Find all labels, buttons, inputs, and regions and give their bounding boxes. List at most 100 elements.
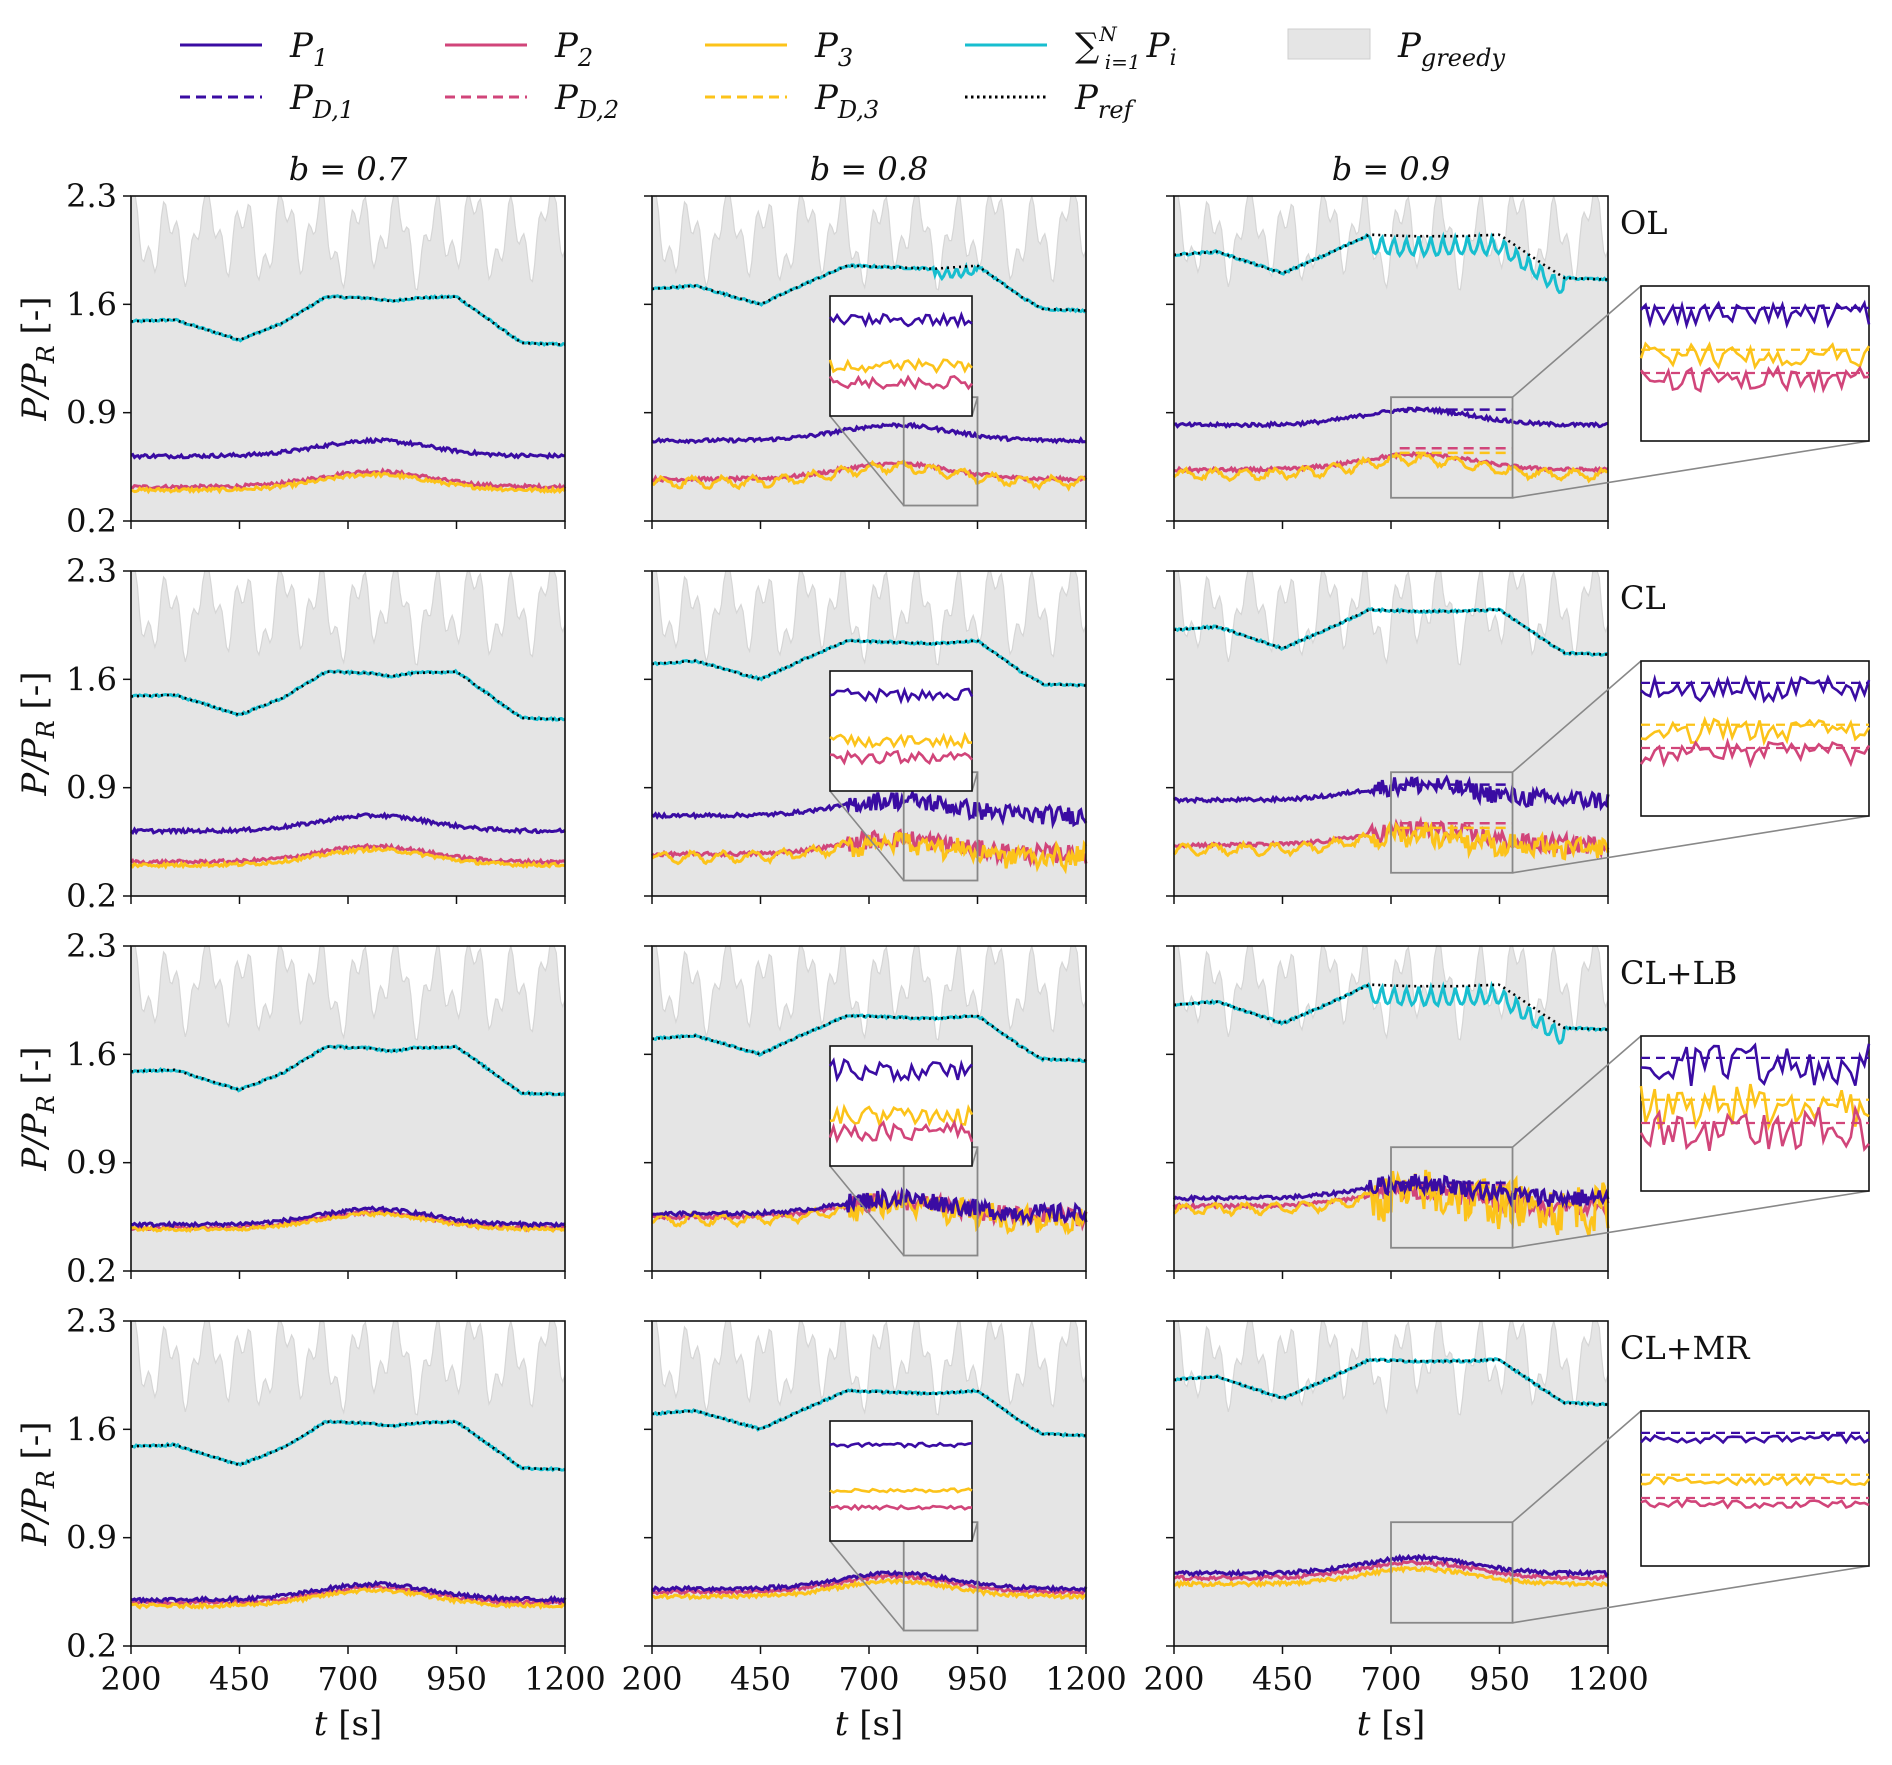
series-pref: [651, 639, 1086, 687]
y-axis-label: P/PR [-]: [15, 296, 60, 421]
y-tick-label: 0.9: [66, 769, 117, 807]
series-P1: [651, 421, 1087, 445]
inset-series: [829, 1487, 973, 1494]
zoom-connector: [971, 1146, 979, 1167]
inset-series: [828, 1118, 974, 1144]
legend-entry: PD,2: [445, 78, 619, 124]
inset-series: [829, 1441, 973, 1449]
legend-entry: P1: [180, 26, 328, 72]
panel-grid: 0.2 0.9 1.6 2.3 OL 0.2 0.9 1.6 2.3 CL 0.2 0.9 1.6 2.3…: [15, 150, 1871, 1744]
legend-label: ∑N i=1 Pi: [1075, 22, 1177, 74]
legend-sup: N: [1098, 22, 1118, 46]
legend-entry: PD,3: [705, 78, 879, 124]
series-P2: [130, 467, 567, 492]
inset-series: [1639, 1104, 1870, 1153]
inset-series: [1640, 1433, 1870, 1445]
zoom-connector: [1512, 440, 1870, 499]
greedy-area: [130, 945, 566, 1272]
inset-series: [828, 374, 974, 391]
x-axis-label: t [s]: [835, 1704, 903, 1744]
zoom-box: [1390, 1146, 1514, 1249]
x-tick-label: 700: [317, 1660, 378, 1698]
panel-CL+MR-b=0.7: 200 450 700 950 1200 0.2 0.9 1.6 2.3: [66, 1302, 606, 1698]
series-P3: [129, 844, 566, 870]
panel-CL-b=0.7: 0.2 0.9 1.6 2.3: [66, 552, 566, 915]
zoom-connector: [1512, 815, 1870, 874]
panel-OL-b=0.9: OL: [1166, 195, 1871, 529]
x-tick-label: 700: [838, 1660, 899, 1698]
series-pref: [1173, 233, 1609, 281]
y-axis-label-unit: [-]: [15, 1421, 55, 1470]
y-axis-label-sub: R: [32, 1470, 60, 1489]
y-tick-label: 2.3: [66, 927, 117, 965]
y-axis-label: P/PR [-]: [15, 1421, 60, 1546]
x-tick-label: 200: [621, 1660, 682, 1698]
panel-OL-b=0.8: [644, 195, 1088, 529]
inset-series: [1640, 673, 1871, 704]
legend-label: P1: [289, 26, 328, 72]
row-label: OL: [1620, 204, 1667, 242]
inset-series: [1640, 364, 1870, 394]
inset-frame: [829, 670, 973, 792]
y-tick-label: 1.6: [66, 285, 117, 323]
legend-label: PD,1: [289, 78, 354, 124]
y-axis-label-unit: [-]: [15, 296, 55, 345]
legend-entry: ∑N i=1 Pi: [965, 22, 1177, 74]
legend-label: PD,2: [554, 78, 619, 124]
panel-OL-b=0.7: 0.2 0.9 1.6 2.3: [66, 177, 567, 540]
panel-CL+LB-b=0.9: CL+LB: [1166, 945, 1871, 1279]
inset-series: [1639, 1083, 1870, 1132]
y-tick-label: 0.9: [66, 1144, 117, 1182]
legend-sub: 3: [838, 44, 853, 72]
legend-entry: P2: [445, 26, 593, 72]
legend-entry: PD,1: [180, 78, 354, 124]
series-P3: [651, 1577, 1087, 1601]
panel-CL+LB-b=0.7: 0.2 0.9 1.6 2.3: [66, 927, 567, 1290]
inset-series: [1639, 341, 1871, 371]
x-tick-label: 200: [100, 1660, 161, 1698]
series-pref: [130, 295, 566, 346]
zoom-connector: [829, 415, 905, 507]
zoom-connector: [971, 771, 979, 792]
zoom-connector: [1511, 1035, 1642, 1148]
column-title: b = 0.9: [1332, 150, 1451, 188]
legend-sub: greedy: [1421, 44, 1506, 72]
series-sum: [1173, 980, 1609, 1045]
inset-series: [1640, 1475, 1871, 1487]
panel-CL+MR-b=0.9: 200 450 700 950 1200 CL+MR: [1143, 1320, 1871, 1698]
inset-frame: [1640, 1035, 1870, 1192]
inset-series: [829, 731, 972, 750]
legend-main: P: [1146, 26, 1171, 66]
inset-series: [829, 1503, 973, 1512]
series-P1: [651, 1186, 1088, 1227]
series-P3: [130, 1210, 566, 1234]
inset-series: [1640, 1498, 1870, 1510]
series-P1: [130, 436, 565, 461]
legend-sub: i: [1170, 46, 1177, 71]
zoom-box: [1390, 771, 1514, 874]
series-pref: [130, 670, 566, 721]
x-tick-label: 200: [1143, 1660, 1204, 1698]
row-label: CL+LB: [1620, 954, 1737, 992]
series-P1: [130, 1579, 567, 1605]
y-axis-label-unit: [-]: [15, 1046, 55, 1095]
legend-sub: ref: [1098, 96, 1137, 124]
panel-CL-b=0.9: CL: [1166, 570, 1871, 904]
x-axis-label: t [s]: [1357, 1704, 1425, 1744]
y-tick-label: 0.2: [66, 1627, 117, 1665]
inset-series: [829, 686, 974, 705]
x-tick-label: 450: [730, 1660, 791, 1698]
legend-sub: 1: [313, 44, 328, 72]
series-pref: [130, 1045, 566, 1096]
zoom-connector: [971, 396, 979, 417]
inset-series: [1640, 715, 1871, 747]
zoom-connector: [971, 1521, 979, 1542]
series-P1: [651, 1569, 1088, 1593]
legend-label: Pref: [1074, 78, 1137, 124]
legend-entry: Pref: [965, 78, 1137, 124]
y-tick-label: 2.3: [66, 177, 117, 215]
zoom-box: [1390, 396, 1514, 499]
y-axis-label: P/PR [-]: [15, 1046, 60, 1171]
series-P1: [130, 1205, 566, 1230]
